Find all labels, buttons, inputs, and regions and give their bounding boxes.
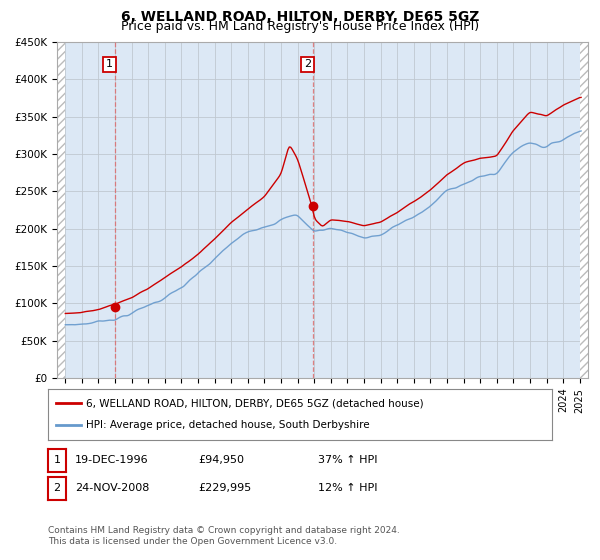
- Text: £229,995: £229,995: [198, 483, 251, 493]
- Text: Price paid vs. HM Land Registry's House Price Index (HPI): Price paid vs. HM Land Registry's House …: [121, 20, 479, 33]
- Text: 6, WELLAND ROAD, HILTON, DERBY, DE65 5GZ (detached house): 6, WELLAND ROAD, HILTON, DERBY, DE65 5GZ…: [86, 398, 424, 408]
- Text: 1: 1: [106, 59, 113, 69]
- Text: 6, WELLAND ROAD, HILTON, DERBY, DE65 5GZ: 6, WELLAND ROAD, HILTON, DERBY, DE65 5GZ: [121, 10, 479, 24]
- Text: 37% ↑ HPI: 37% ↑ HPI: [318, 455, 377, 465]
- Text: 19-DEC-1996: 19-DEC-1996: [75, 455, 149, 465]
- Text: 2: 2: [304, 59, 311, 69]
- Text: 2: 2: [53, 483, 61, 493]
- Text: £94,950: £94,950: [198, 455, 244, 465]
- Text: 1: 1: [53, 455, 61, 465]
- Text: 12% ↑ HPI: 12% ↑ HPI: [318, 483, 377, 493]
- Text: HPI: Average price, detached house, South Derbyshire: HPI: Average price, detached house, Sout…: [86, 421, 370, 431]
- Text: Contains HM Land Registry data © Crown copyright and database right 2024.
This d: Contains HM Land Registry data © Crown c…: [48, 526, 400, 546]
- Text: 24-NOV-2008: 24-NOV-2008: [75, 483, 149, 493]
